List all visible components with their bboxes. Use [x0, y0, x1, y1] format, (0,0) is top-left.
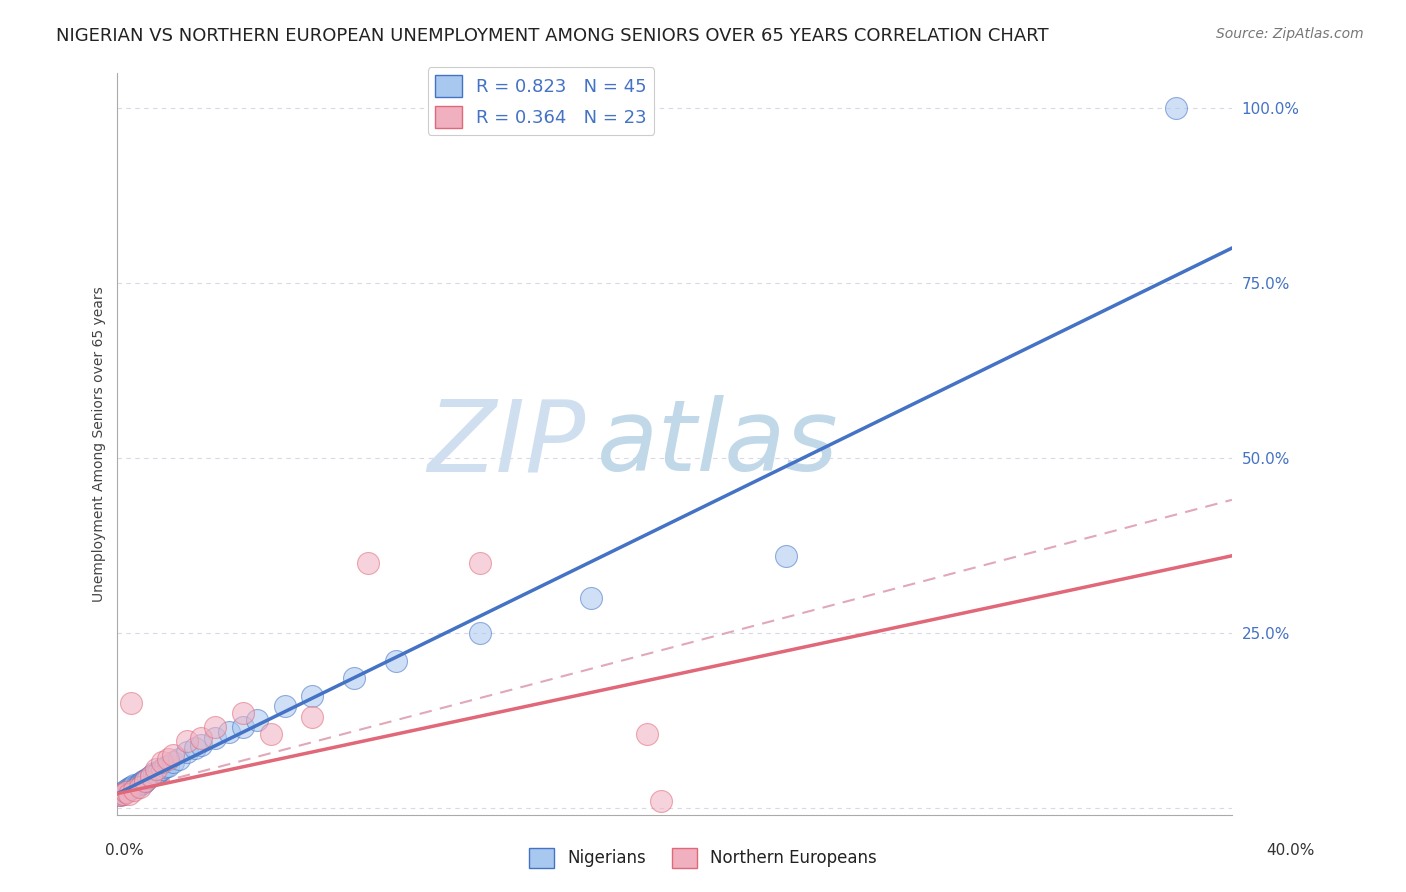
- Point: [134, 774, 156, 789]
- Point: [120, 780, 142, 794]
- Point: [150, 762, 173, 776]
- Point: [176, 734, 198, 748]
- Legend: R = 0.823   N = 45, R = 0.364   N = 23: R = 0.823 N = 45, R = 0.364 N = 23: [427, 68, 654, 135]
- Point: [128, 777, 150, 791]
- Point: [117, 783, 139, 797]
- Point: [204, 731, 226, 745]
- Point: [148, 764, 170, 779]
- Point: [579, 591, 602, 605]
- Point: [110, 788, 132, 802]
- Point: [176, 745, 198, 759]
- Point: [122, 778, 145, 792]
- Point: [232, 706, 254, 720]
- Point: [114, 785, 136, 799]
- Point: [190, 731, 212, 745]
- Point: [156, 751, 179, 765]
- Point: [260, 727, 283, 741]
- Point: [385, 654, 408, 668]
- Point: [218, 725, 240, 739]
- Point: [120, 696, 142, 710]
- Point: [190, 738, 212, 752]
- Point: [273, 699, 295, 714]
- Text: NIGERIAN VS NORTHERN EUROPEAN UNEMPLOYMENT AMONG SENIORS OVER 65 YEARS CORRELATI: NIGERIAN VS NORTHERN EUROPEAN UNEMPLOYME…: [56, 27, 1049, 45]
- Legend: Nigerians, Northern Europeans: Nigerians, Northern Europeans: [523, 841, 883, 875]
- Point: [775, 549, 797, 563]
- Point: [139, 769, 162, 783]
- Point: [128, 780, 150, 794]
- Text: 40.0%: 40.0%: [1267, 843, 1315, 858]
- Point: [110, 788, 132, 802]
- Point: [468, 625, 491, 640]
- Point: [114, 783, 136, 797]
- Point: [232, 720, 254, 734]
- Point: [184, 741, 207, 756]
- Point: [111, 787, 134, 801]
- Y-axis label: Unemployment Among Seniors over 65 years: Unemployment Among Seniors over 65 years: [93, 286, 107, 602]
- Point: [128, 776, 150, 790]
- Point: [136, 771, 159, 785]
- Point: [125, 778, 148, 792]
- Point: [162, 755, 184, 769]
- Point: [357, 556, 380, 570]
- Point: [111, 785, 134, 799]
- Point: [636, 727, 658, 741]
- Point: [246, 713, 269, 727]
- Point: [134, 772, 156, 787]
- Point: [650, 794, 672, 808]
- Point: [134, 774, 156, 789]
- Point: [150, 755, 173, 769]
- Point: [131, 776, 153, 790]
- Point: [117, 780, 139, 795]
- Point: [162, 748, 184, 763]
- Point: [343, 671, 366, 685]
- Point: [139, 769, 162, 783]
- Point: [301, 689, 323, 703]
- Text: atlas: atlas: [596, 395, 838, 492]
- Point: [114, 785, 136, 799]
- Point: [125, 780, 148, 794]
- Point: [167, 751, 190, 765]
- Point: [122, 780, 145, 794]
- Point: [468, 556, 491, 570]
- Point: [301, 709, 323, 723]
- Point: [131, 774, 153, 789]
- Point: [110, 787, 132, 801]
- Point: [153, 760, 176, 774]
- Point: [156, 758, 179, 772]
- Point: [204, 720, 226, 734]
- Text: 0.0%: 0.0%: [105, 843, 145, 858]
- Point: [142, 765, 165, 780]
- Point: [122, 783, 145, 797]
- Point: [145, 762, 167, 776]
- Text: Source: ZipAtlas.com: Source: ZipAtlas.com: [1216, 27, 1364, 41]
- Point: [1166, 101, 1188, 115]
- Point: [117, 787, 139, 801]
- Point: [145, 767, 167, 781]
- Point: [111, 787, 134, 801]
- Point: [120, 780, 142, 795]
- Text: ZIP: ZIP: [427, 395, 585, 492]
